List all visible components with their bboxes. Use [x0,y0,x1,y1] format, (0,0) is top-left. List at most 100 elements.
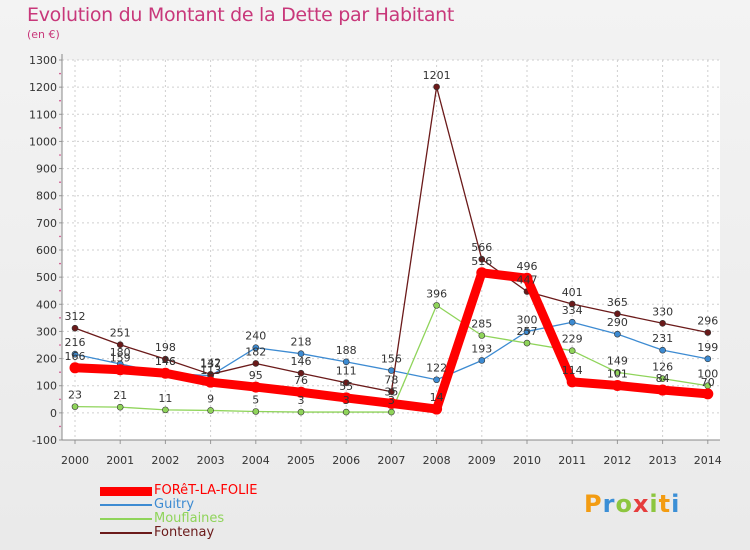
y-tick-label: 1000 [29,135,57,148]
data-label: 396 [426,287,447,300]
data-point [295,386,307,398]
logo-letter: x [632,490,650,518]
data-point [116,403,124,411]
y-minor-tick [59,317,61,319]
data-point [297,350,305,357]
data-point [523,328,531,335]
data-point [114,364,126,376]
data-point [659,346,666,354]
data-point [521,272,533,284]
legend-swatch [100,504,152,506]
data-point [614,310,621,318]
data-label: 447 [517,274,538,287]
data-label: 330 [652,305,673,318]
data-point [433,302,440,309]
data-point [252,408,260,415]
chart-title: Evolution du Montant de la Dette par Hab… [27,4,455,26]
data-label: 3 [388,394,395,407]
data-point [478,357,486,364]
data-label: 35 [384,385,398,398]
data-point [340,392,352,404]
y-tick-label: 1200 [29,81,57,94]
data-point [568,318,576,326]
x-tick-label: 2002 [151,454,179,467]
legend-item: Fontenay [100,526,360,540]
data-label: 193 [471,342,492,355]
data-label: 122 [426,362,447,375]
y-minor-tick [59,344,61,346]
data-point [478,255,486,263]
data-point [478,332,486,339]
data-label: 111 [336,365,357,378]
x-tick-label: 2006 [332,454,360,467]
data-point [342,408,350,416]
data-label: 95 [249,369,263,382]
data-point [659,319,666,327]
data-label: 159 [110,352,131,365]
x-tick-label: 2003 [197,454,225,467]
y-tick-label: 500 [36,271,57,284]
data-point [342,379,350,387]
y-minor-tick [59,72,61,75]
data-label: 55 [339,380,353,393]
data-label: 84 [656,372,670,385]
data-label: 401 [562,286,583,299]
data-point [250,381,262,393]
data-label: 149 [607,354,628,367]
data-label: 198 [155,341,176,354]
data-label: 290 [607,316,628,329]
data-point [71,324,79,332]
data-point [704,355,712,363]
data-point [433,376,440,384]
y-minor-tick [59,425,61,428]
data-label: 14 [430,391,444,404]
data-label: 166 [65,350,86,363]
y-tick-label: 700 [36,217,57,230]
data-label: 146 [291,355,312,368]
data-label: 285 [471,318,492,331]
data-point [611,379,623,391]
y-minor-tick [59,181,61,183]
x-tick-label: 2011 [558,454,586,467]
data-point [657,384,669,396]
y-tick-label: 600 [36,244,57,257]
legend-label: Fontenay [154,525,215,540]
data-label: 78 [384,374,398,387]
data-point [385,397,397,409]
data-label: 11 [158,392,172,405]
data-point [342,358,350,366]
data-point [388,408,395,416]
legend-item: FORêT-LA-FOLIE [100,484,360,498]
y-minor-tick [59,208,61,211]
data-label: 496 [517,260,538,273]
x-tick-label: 2013 [649,454,677,467]
data-label: 101 [607,367,628,380]
data-label: 1201 [423,69,451,82]
data-label: 218 [291,336,312,349]
logo-letter: t [658,490,672,518]
data-label: 146 [155,355,176,368]
data-point [659,375,666,382]
proxiti-logo: Proxiti [584,490,680,518]
data-point [433,83,440,91]
y-tick-label: 800 [36,190,57,203]
data-label: 257 [517,325,538,338]
y-tick-label: 200 [36,353,57,366]
data-point [71,403,79,410]
data-label: 182 [245,345,266,358]
data-point [207,407,214,414]
y-tick-label: 100 [36,380,57,393]
data-label: 300 [517,313,538,326]
y-tick-label: 900 [36,163,57,176]
data-label: 180 [110,346,131,359]
y-tick-label: -100 [32,434,57,447]
y-minor-tick [59,262,61,265]
data-label: 142 [200,356,221,369]
legend-swatch [100,532,152,534]
x-tick-label: 2014 [694,454,722,467]
data-label: 23 [68,389,82,402]
x-tick-label: 2008 [423,454,451,467]
data-point [388,367,395,374]
data-label: 100 [697,368,718,381]
